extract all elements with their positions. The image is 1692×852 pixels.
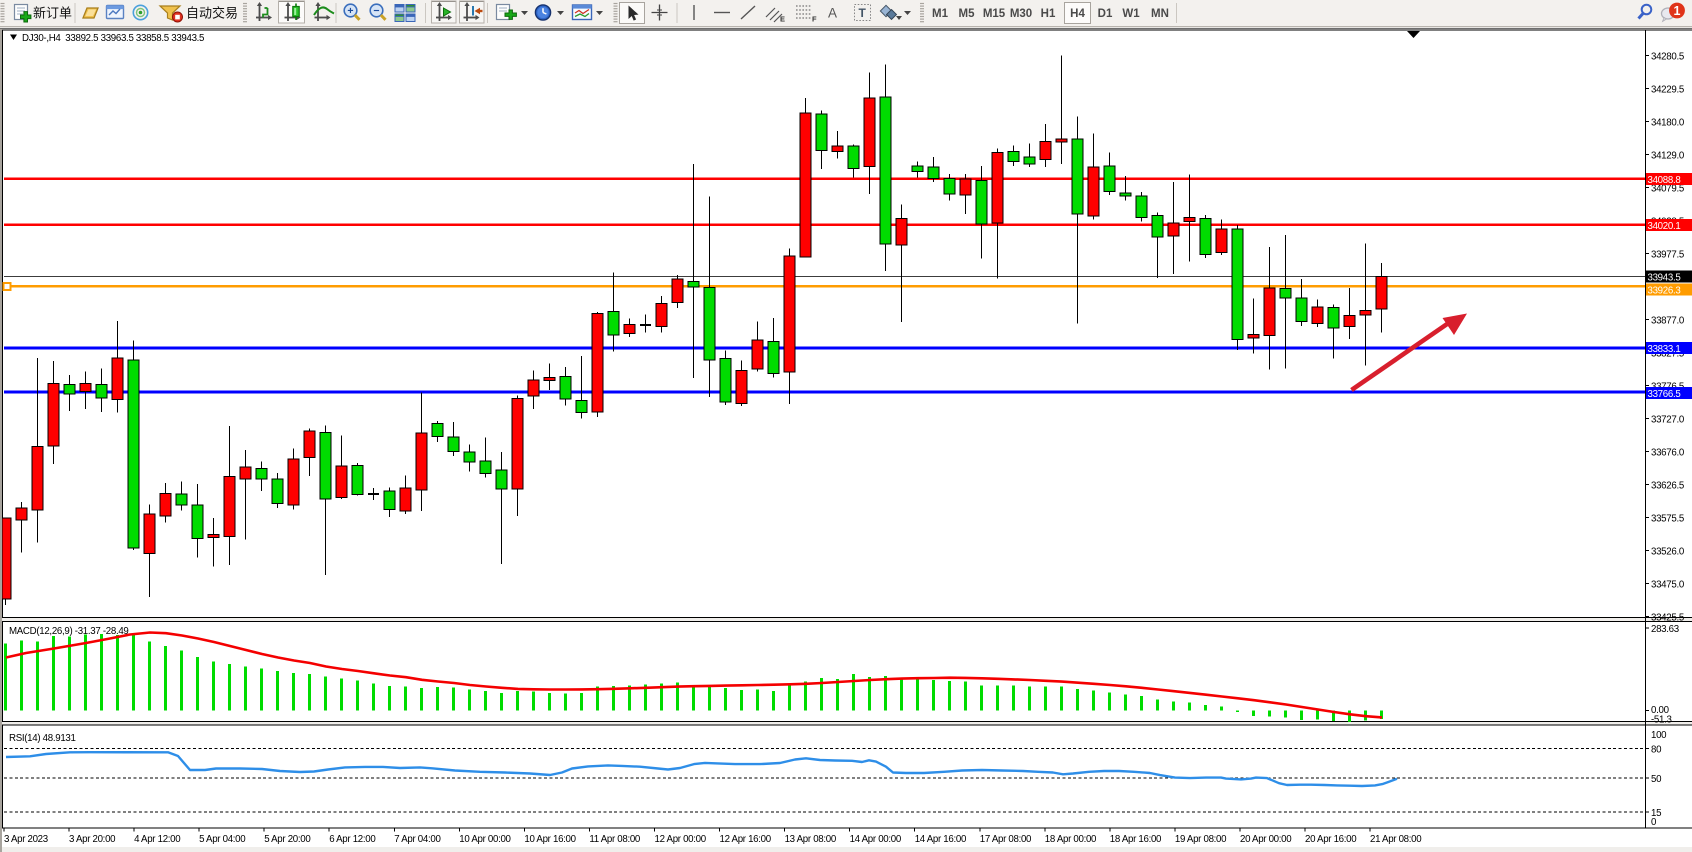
svg-text:M15: M15 bbox=[983, 8, 1006, 20]
svg-text:14 Apr 16:00: 14 Apr 16:00 bbox=[915, 834, 967, 845]
svg-text:33943.5: 33943.5 bbox=[1648, 273, 1681, 284]
svg-text:+: + bbox=[347, 5, 353, 17]
svg-text:F: F bbox=[812, 15, 817, 24]
svg-text:4 Apr 12:00: 4 Apr 12:00 bbox=[134, 834, 181, 845]
svg-text:6 Apr 12:00: 6 Apr 12:00 bbox=[329, 834, 376, 845]
svg-text:80: 80 bbox=[1651, 745, 1662, 756]
svg-text:34020.1: 34020.1 bbox=[1648, 221, 1681, 232]
svg-text:0.00: 0.00 bbox=[1651, 705, 1670, 716]
svg-text:33676.0: 33676.0 bbox=[1651, 448, 1685, 459]
svg-text:M30: M30 bbox=[1010, 8, 1032, 20]
svg-text:15: 15 bbox=[1651, 808, 1661, 819]
svg-text:H1: H1 bbox=[1041, 8, 1056, 20]
svg-text:5 Apr 20:00: 5 Apr 20:00 bbox=[264, 834, 311, 845]
svg-text:21 Apr 08:00: 21 Apr 08:00 bbox=[1370, 834, 1422, 845]
svg-text:H4: H4 bbox=[1070, 8, 1085, 20]
svg-text:-51.3: -51.3 bbox=[1651, 715, 1672, 726]
svg-text:33926.3: 33926.3 bbox=[1648, 286, 1681, 297]
svg-text:33626.5: 33626.5 bbox=[1651, 481, 1684, 492]
svg-text:33475.0: 33475.0 bbox=[1651, 580, 1685, 591]
svg-text:12 Apr 16:00: 12 Apr 16:00 bbox=[720, 834, 772, 845]
svg-text:34180.0: 34180.0 bbox=[1651, 118, 1685, 129]
svg-text:34229.5: 34229.5 bbox=[1651, 85, 1684, 96]
svg-text:3 Apr 20:00: 3 Apr 20:00 bbox=[69, 834, 116, 845]
svg-text:14 Apr 00:00: 14 Apr 00:00 bbox=[850, 834, 902, 845]
svg-text:自动交易: 自动交易 bbox=[186, 6, 238, 21]
svg-text:33425.5: 33425.5 bbox=[1651, 613, 1684, 624]
svg-text:新订单: 新订单 bbox=[33, 6, 72, 21]
svg-text:1: 1 bbox=[1674, 4, 1681, 18]
svg-text:33526.0: 33526.0 bbox=[1651, 547, 1685, 558]
svg-text:11 Apr 08:00: 11 Apr 08:00 bbox=[589, 834, 641, 845]
svg-text:33877.0: 33877.0 bbox=[1651, 316, 1685, 327]
svg-text:MN: MN bbox=[1151, 8, 1169, 20]
svg-text:DJ30-,H4 33892.5 33963.5 3385: DJ30-,H4 33892.5 33963.5 33858.5 33943.5 bbox=[22, 33, 204, 44]
svg-text:D1: D1 bbox=[1098, 8, 1113, 20]
svg-text:3 Apr 2023: 3 Apr 2023 bbox=[4, 834, 48, 845]
svg-text:10 Apr 00:00: 10 Apr 00:00 bbox=[459, 834, 511, 845]
svg-text:0: 0 bbox=[1651, 817, 1657, 828]
svg-text:17 Apr 08:00: 17 Apr 08:00 bbox=[980, 834, 1032, 845]
svg-text:M1: M1 bbox=[932, 8, 949, 20]
svg-text:100: 100 bbox=[1651, 730, 1667, 741]
svg-text:T: T bbox=[859, 6, 867, 20]
svg-text:MACD(12,26,9) -31.37 -28.49: MACD(12,26,9) -31.37 -28.49 bbox=[9, 626, 129, 637]
svg-text:5 Apr 04:00: 5 Apr 04:00 bbox=[199, 834, 246, 845]
svg-text:18 Apr 00:00: 18 Apr 00:00 bbox=[1045, 834, 1097, 845]
svg-text:34088.8: 34088.8 bbox=[1648, 175, 1681, 186]
svg-text:34280.5: 34280.5 bbox=[1651, 52, 1684, 63]
svg-text:34129.0: 34129.0 bbox=[1651, 151, 1685, 162]
svg-text:A: A bbox=[828, 6, 837, 21]
svg-text:33575.5: 33575.5 bbox=[1651, 514, 1684, 525]
svg-text:E: E bbox=[780, 15, 785, 24]
svg-text:RSI(14) 48.9131: RSI(14) 48.9131 bbox=[9, 733, 76, 744]
svg-text:33833.1: 33833.1 bbox=[1648, 344, 1681, 355]
svg-text:33977.5: 33977.5 bbox=[1651, 250, 1684, 261]
svg-text:18 Apr 16:00: 18 Apr 16:00 bbox=[1110, 834, 1162, 845]
svg-text:19 Apr 08:00: 19 Apr 08:00 bbox=[1175, 834, 1227, 845]
svg-text:33727.0: 33727.0 bbox=[1651, 415, 1685, 426]
svg-text:7 Apr 04:00: 7 Apr 04:00 bbox=[394, 834, 441, 845]
svg-text:50: 50 bbox=[1651, 774, 1662, 785]
svg-text:12 Apr 00:00: 12 Apr 00:00 bbox=[655, 834, 707, 845]
svg-text:20 Apr 00:00: 20 Apr 00:00 bbox=[1240, 834, 1292, 845]
svg-text:20 Apr 16:00: 20 Apr 16:00 bbox=[1305, 834, 1357, 845]
svg-text:M5: M5 bbox=[959, 8, 976, 20]
svg-text:283.63: 283.63 bbox=[1651, 624, 1679, 635]
svg-text:34079.5: 34079.5 bbox=[1651, 184, 1684, 195]
svg-text:13 Apr 08:00: 13 Apr 08:00 bbox=[785, 834, 837, 845]
svg-text:W1: W1 bbox=[1122, 8, 1140, 20]
svg-text:−: − bbox=[373, 5, 379, 17]
svg-text:10 Apr 16:00: 10 Apr 16:00 bbox=[524, 834, 576, 845]
svg-text:33766.5: 33766.5 bbox=[1648, 389, 1681, 400]
